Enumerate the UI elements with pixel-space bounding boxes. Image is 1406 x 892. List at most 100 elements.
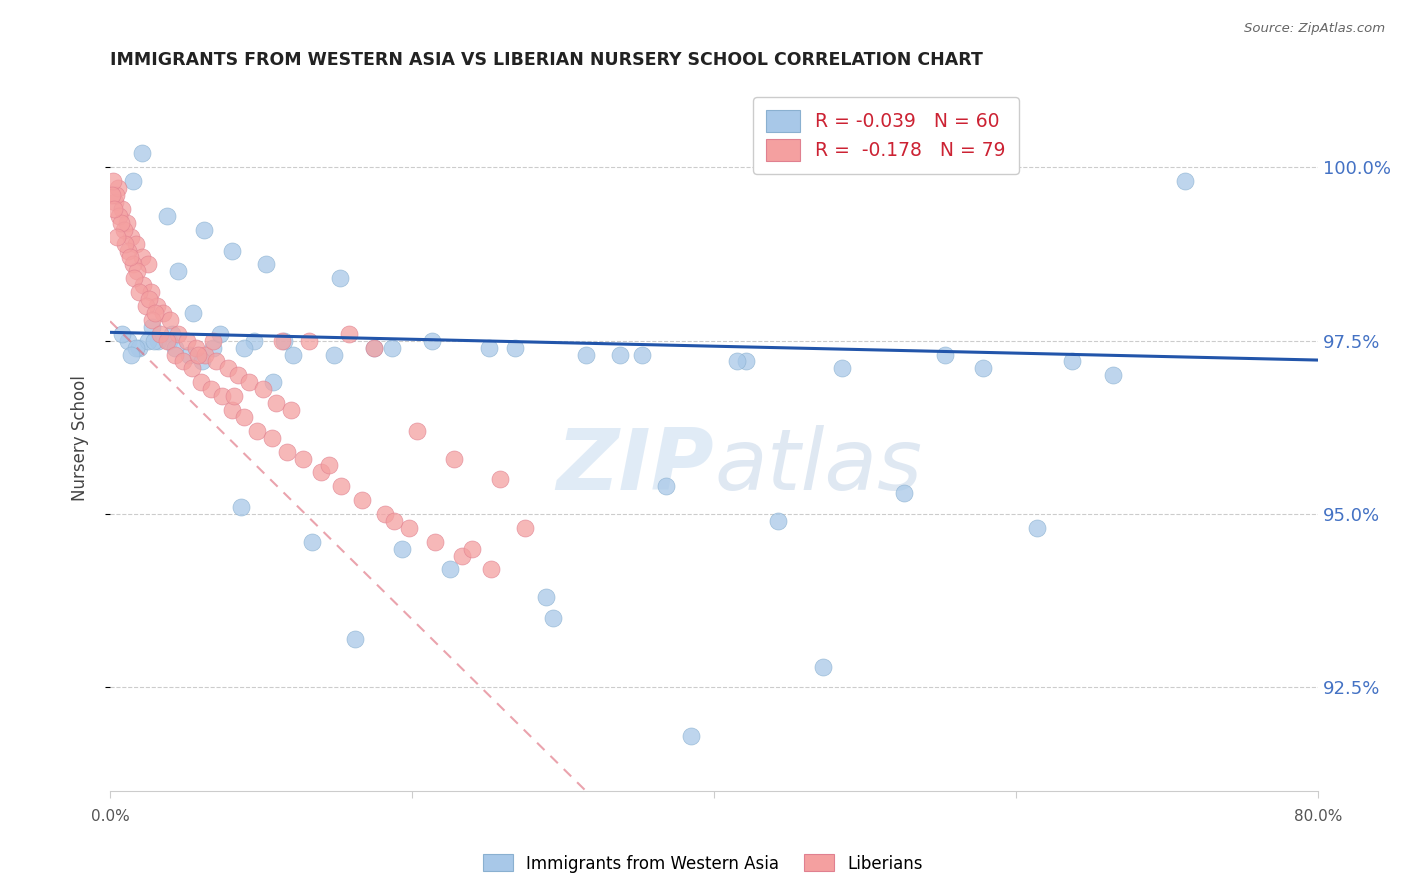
Point	[181, 306, 204, 320]
Point	[149, 326, 172, 341]
Point	[160, 326, 183, 341]
Point	[201, 341, 224, 355]
Point	[398, 521, 420, 535]
Point	[609, 347, 631, 361]
Point	[142, 334, 165, 348]
Point	[238, 376, 260, 390]
Point	[488, 472, 510, 486]
Point	[101, 174, 124, 188]
Point	[120, 347, 142, 361]
Point	[211, 389, 233, 403]
Point	[260, 431, 283, 445]
Point	[254, 257, 277, 271]
Point	[141, 319, 163, 334]
Point	[655, 479, 678, 493]
Point	[630, 347, 652, 361]
Point	[382, 514, 405, 528]
Point	[575, 347, 598, 361]
Point	[177, 347, 200, 361]
Point	[128, 341, 150, 355]
Point	[318, 458, 340, 473]
Text: Source: ZipAtlas.com: Source: ZipAtlas.com	[1244, 22, 1385, 36]
Point	[311, 466, 333, 480]
Point	[478, 341, 501, 355]
Point	[439, 562, 461, 576]
Point	[209, 326, 232, 341]
Point	[108, 209, 131, 223]
Y-axis label: Nursery School: Nursery School	[72, 375, 89, 500]
Point	[766, 514, 789, 528]
Point	[176, 334, 198, 348]
Point	[163, 347, 186, 361]
Point	[280, 403, 302, 417]
Point	[301, 534, 323, 549]
Point	[363, 341, 385, 355]
Point	[190, 376, 212, 390]
Point	[201, 334, 224, 348]
Point	[276, 444, 298, 458]
Point	[136, 334, 159, 348]
Point	[125, 236, 148, 251]
Point	[734, 354, 756, 368]
Point	[121, 257, 143, 271]
Point	[111, 326, 134, 341]
Point	[298, 334, 321, 348]
Point	[231, 500, 253, 514]
Point	[152, 306, 174, 320]
Point	[221, 244, 243, 258]
Point	[105, 188, 128, 202]
Point	[329, 271, 352, 285]
Point	[934, 347, 956, 361]
Point	[117, 334, 139, 348]
Point	[180, 361, 202, 376]
Point	[245, 424, 267, 438]
Point	[172, 354, 194, 368]
Point	[157, 334, 180, 348]
Point	[972, 361, 994, 376]
Point	[515, 521, 537, 535]
Point	[125, 341, 148, 355]
Point	[725, 354, 748, 368]
Point	[112, 223, 135, 237]
Point	[167, 264, 190, 278]
Point	[443, 451, 465, 466]
Point	[322, 347, 344, 361]
Point	[233, 409, 256, 424]
Point	[374, 507, 396, 521]
Point	[503, 341, 526, 355]
Point	[451, 549, 474, 563]
Point	[135, 299, 157, 313]
Point	[131, 146, 153, 161]
Point	[1060, 354, 1083, 368]
Point	[536, 590, 558, 604]
Point	[121, 174, 143, 188]
Point	[146, 299, 169, 313]
Point	[187, 347, 209, 361]
Point	[103, 202, 125, 216]
Point	[115, 216, 138, 230]
Text: 80.0%: 80.0%	[1294, 809, 1343, 824]
Point	[811, 659, 834, 673]
Point	[391, 541, 413, 556]
Point	[156, 334, 179, 348]
Point	[337, 326, 360, 341]
Point	[114, 236, 136, 251]
Text: atlas: atlas	[714, 425, 922, 508]
Point	[264, 396, 287, 410]
Point	[141, 313, 163, 327]
Point	[186, 341, 208, 355]
Point	[104, 194, 127, 209]
Point	[228, 368, 250, 383]
Point	[273, 334, 295, 348]
Point	[242, 334, 264, 348]
Text: IMMIGRANTS FROM WESTERN ASIA VS LIBERIAN NURSERY SCHOOL CORRELATION CHART: IMMIGRANTS FROM WESTERN ASIA VS LIBERIAN…	[110, 51, 983, 69]
Point	[138, 292, 160, 306]
Point	[252, 382, 274, 396]
Point	[420, 334, 443, 348]
Point	[145, 306, 167, 320]
Point	[159, 313, 181, 327]
Point	[101, 188, 124, 202]
Point	[405, 424, 427, 438]
Point	[139, 285, 162, 299]
Point	[381, 341, 404, 355]
